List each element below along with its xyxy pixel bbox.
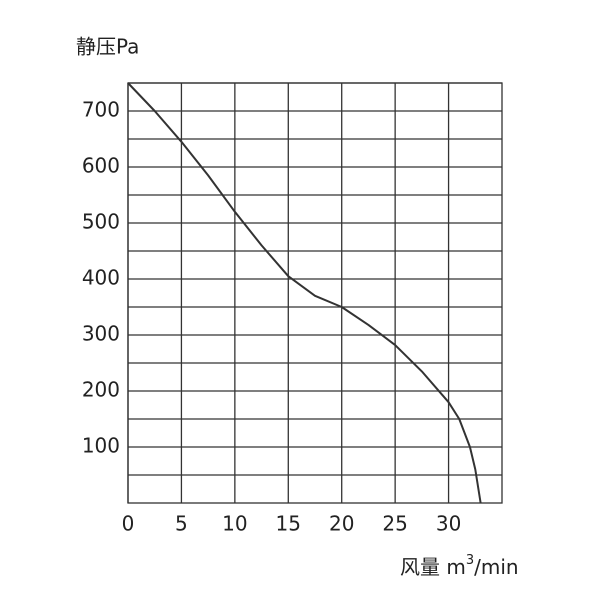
x-tick-label: 20: [329, 512, 354, 536]
y-tick-label: 400: [82, 266, 120, 290]
y-tick-label: 600: [82, 154, 120, 178]
curve: [127, 82, 482, 504]
y-tick-label: 200: [82, 378, 120, 402]
plot-frame: [127, 82, 503, 504]
y-tick-label: 700: [82, 98, 120, 122]
x-label-unit: /min: [474, 555, 518, 579]
x-tick-label: 10: [222, 512, 247, 536]
y-tick-label: 100: [82, 434, 120, 458]
x-tick-label: 0: [122, 512, 135, 536]
x-tick-label: 15: [276, 512, 301, 536]
x-label-main: 风量 m: [400, 555, 466, 579]
x-label-sup: 3: [466, 553, 474, 568]
x-tick-label: 5: [175, 512, 188, 536]
x-tick-label: 25: [382, 512, 407, 536]
y-tick-label: 500: [82, 210, 120, 234]
x-tick-label: 30: [436, 512, 461, 536]
y-tick-label: 300: [82, 322, 120, 346]
x-axis-label: 风量 m3/min: [400, 553, 519, 579]
y-axis-label: 静压Pa: [76, 35, 139, 59]
